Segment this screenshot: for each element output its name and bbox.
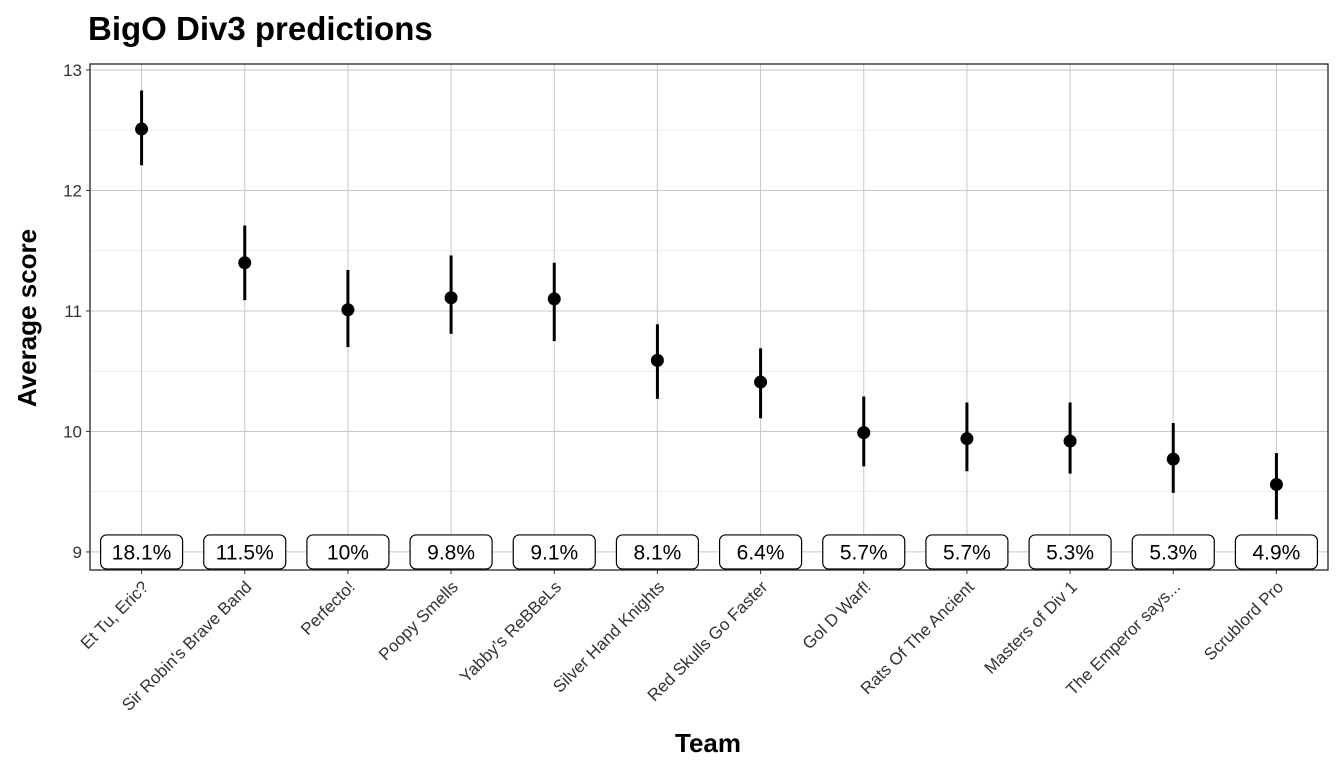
plot-background: [90, 64, 1328, 570]
percent-label-box: [615, 534, 700, 570]
percent-label-box: [925, 534, 1009, 570]
percent-label: 5.3%: [1046, 541, 1094, 564]
x-tick-label: Yabby's ReBBeLs: [456, 577, 565, 686]
data-point: [960, 432, 974, 446]
data-point: [857, 426, 871, 440]
x-tick-label: Poopy Smells: [375, 577, 462, 664]
y-tick-label: 9: [73, 543, 82, 562]
data-point: [1063, 434, 1077, 448]
data-point: [1166, 452, 1180, 466]
x-axis-title: Team: [675, 728, 741, 758]
percent-label-box: [1234, 534, 1319, 570]
percent-label-box: [203, 534, 287, 570]
percent-label: 10%: [327, 541, 369, 564]
x-tick-label: Et Tu, Eric?: [77, 577, 153, 653]
percent-label: 11.5%: [216, 541, 274, 564]
data-point: [650, 353, 664, 367]
percent-label: 18.1%: [112, 541, 172, 564]
x-tick-label: Scrublord Pro: [1200, 577, 1287, 664]
percent-label-box: [99, 534, 184, 570]
x-tick-label: Gol D Warf!: [799, 577, 875, 653]
y-tick-label: 11: [64, 302, 82, 321]
percent-label: 5.7%: [840, 541, 888, 564]
percent-label-box: [409, 534, 493, 570]
y-tick-label: 10: [63, 422, 82, 441]
data-point: [1269, 477, 1283, 491]
percent-label-box: [822, 534, 906, 570]
percent-label-box: [718, 534, 803, 570]
data-point: [754, 375, 768, 389]
y-tick-label: 12: [63, 182, 82, 201]
chart-title: BigO Div3 predictions: [88, 10, 433, 47]
x-tick-label: Silver Hand Knights: [549, 577, 668, 696]
percent-label: 9.8%: [427, 541, 475, 564]
x-tick-label: Perfecto!: [297, 577, 359, 639]
x-tick-label: Masters of Div 1: [981, 577, 1081, 677]
percent-label-box: [512, 534, 596, 570]
percent-label-box: [1028, 534, 1112, 570]
x-tick-label: Red Skulls Go Faster: [644, 577, 772, 705]
data-point: [341, 303, 355, 317]
y-tick-label: 13: [63, 61, 82, 80]
data-point: [547, 292, 561, 306]
percent-label: 4.9%: [1252, 541, 1300, 564]
percent-label: 5.7%: [943, 541, 991, 564]
data-point: [135, 122, 149, 136]
x-tick-label: The Emperor says...: [1062, 577, 1184, 699]
y-axis-title: Average score: [12, 229, 42, 407]
x-tick-label: Rats Of The Ancient: [857, 577, 978, 698]
percent-label: 9.1%: [530, 541, 578, 564]
percent-label-box: [306, 534, 390, 570]
percent-label: 8.1%: [633, 541, 681, 564]
percent-label-box: [1131, 534, 1215, 570]
percent-label: 5.3%: [1149, 541, 1197, 564]
plot-border: [89, 63, 1329, 571]
percent-label: 6.4%: [737, 541, 785, 564]
data-point: [444, 291, 458, 305]
data-point: [238, 256, 252, 270]
